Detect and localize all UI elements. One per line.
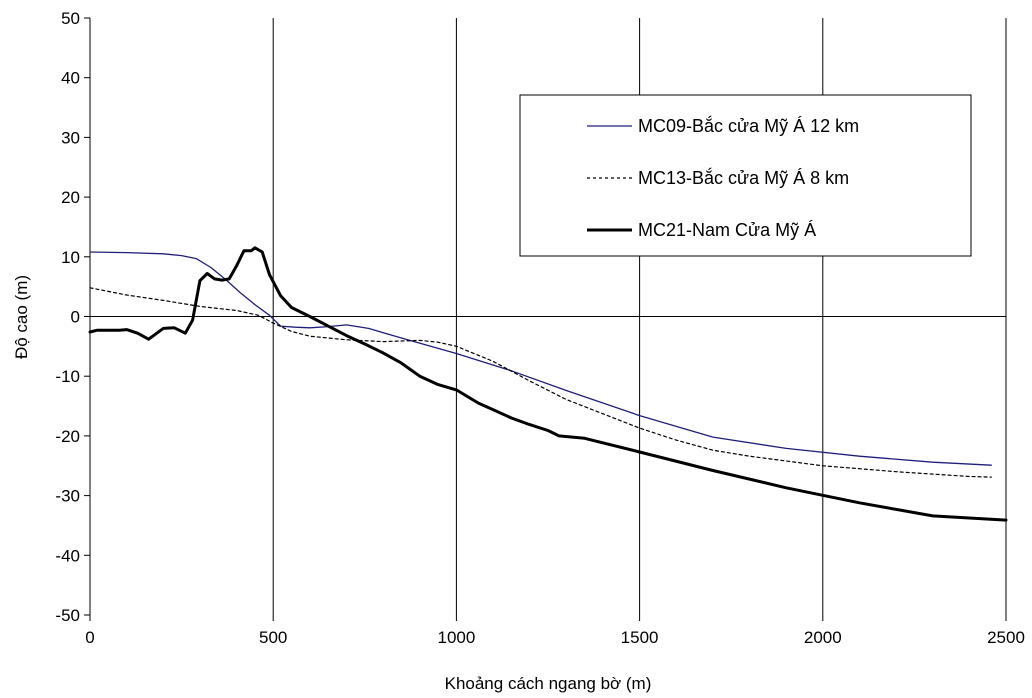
- legend-label-mc21: MC21-Nam Cửa Mỹ Á: [638, 220, 816, 240]
- series-line-2: [88, 246, 1008, 522]
- x-tick-label: 0: [85, 628, 94, 647]
- legend-label-mc09: MC09-Bắc cửa Mỹ Á 12 km: [638, 115, 859, 136]
- x-tick-label: 2500: [987, 628, 1025, 647]
- x-tick-label: 1500: [621, 628, 659, 647]
- x-tick-label: 2000: [804, 628, 842, 647]
- y-tick-label: 10: [61, 248, 80, 267]
- series-line-1: [89, 287, 992, 478]
- y-tick-label: -40: [55, 546, 80, 565]
- y-tick-label: 0: [71, 308, 80, 327]
- x-axis-title: Khoảng cách ngang bờ (m): [445, 674, 652, 693]
- y-tick-label: 30: [61, 128, 80, 147]
- legend-label-mc13: MC13-Bắc cửa Mỹ Á 8 km: [638, 167, 849, 188]
- y-tick-label: 40: [61, 69, 80, 88]
- y-tick-label: 50: [61, 9, 80, 28]
- y-tick-label: 20: [61, 188, 80, 207]
- series-line-0: [89, 251, 992, 466]
- y-tick-label: -30: [55, 487, 80, 506]
- y-tick-label: -20: [55, 427, 80, 446]
- data-series: [88, 246, 1008, 522]
- legend: MC09-Bắc cửa Mỹ Á 12 km MC13-Bắc cửa Mỹ …: [519, 94, 972, 257]
- x-tick-label: 1000: [437, 628, 475, 647]
- y-axis-title: Độ cao (m): [12, 275, 31, 359]
- x-tick-label: 500: [259, 628, 287, 647]
- y-tick-label: -10: [55, 367, 80, 386]
- y-tick-label: -50: [55, 606, 80, 625]
